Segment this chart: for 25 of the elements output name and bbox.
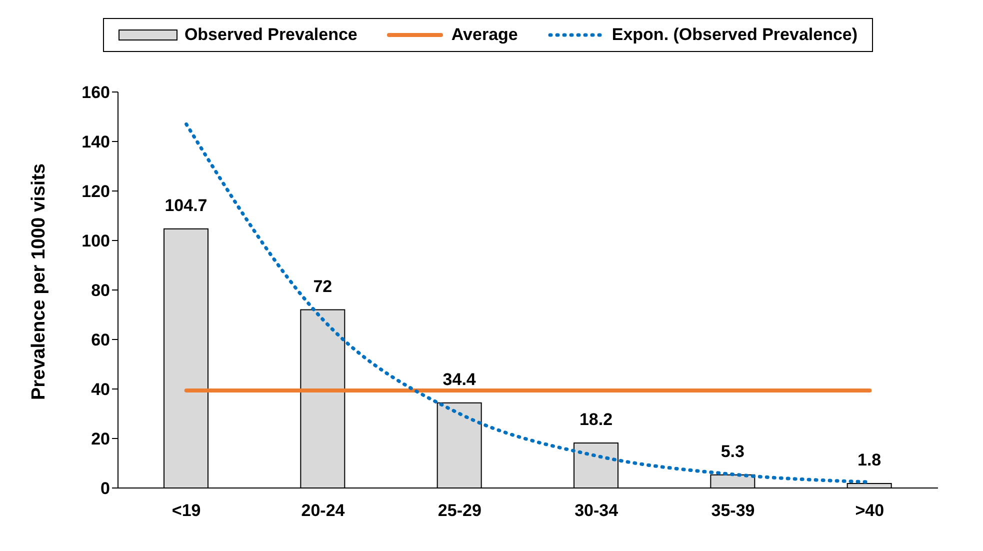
data-label: 104.7: [164, 196, 208, 215]
y-tick-label: 120: [82, 182, 110, 202]
x-tick-label: 20-24: [301, 501, 346, 520]
x-tick-label: >40: [855, 501, 884, 520]
y-tick-label: 140: [82, 132, 110, 152]
y-axis-title: Prevalence per 1000 visits: [28, 163, 50, 400]
legend-label: Observed Prevalence: [183, 25, 358, 45]
y-tick-label: 80: [91, 281, 110, 300]
y-tick-label: 20: [91, 430, 110, 449]
x-tick-label: 30-34: [574, 501, 619, 520]
data-label: 34.4: [442, 370, 476, 389]
data-label: 72: [313, 276, 332, 296]
y-tick-label: 100: [82, 232, 110, 251]
y-tick-label: 0: [100, 479, 110, 498]
x-tick-label: <19: [172, 501, 201, 520]
data-label: 5.3: [720, 442, 744, 461]
legend-label: Expon. (Observed Prevalence): [610, 25, 858, 45]
data-label: 1.8: [858, 450, 882, 470]
legend-label: Average: [450, 25, 518, 45]
y-tick-label: 160: [82, 83, 110, 102]
x-tick-label: 25-29: [438, 501, 482, 520]
x-tick-label: 35-39: [711, 501, 755, 520]
y-tick-label: 40: [91, 380, 110, 400]
y-tick-label: 60: [91, 330, 110, 350]
data-label: 18.2: [579, 410, 613, 429]
